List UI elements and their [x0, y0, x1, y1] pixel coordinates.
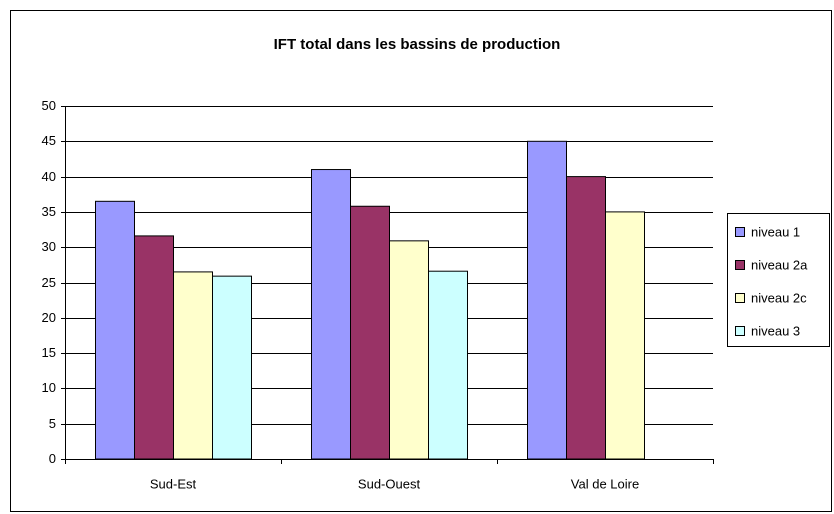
- y-tick-label: 45: [42, 133, 56, 148]
- y-tick-label: 50: [42, 98, 56, 113]
- bar: [527, 140, 567, 460]
- legend-label: niveau 3: [751, 323, 800, 338]
- bar: [134, 235, 174, 460]
- legend-label: niveau 1: [751, 224, 800, 239]
- bar: [605, 211, 645, 460]
- y-tick-label: 30: [42, 239, 56, 254]
- y-tick-label: 0: [49, 451, 56, 466]
- bar: [389, 240, 429, 460]
- legend-label: niveau 2a: [751, 257, 808, 272]
- bar: [173, 271, 213, 460]
- y-tick-label: 15: [42, 345, 56, 360]
- x-tick-label: Sud-Ouest: [358, 476, 421, 491]
- legend-swatch: [735, 227, 745, 237]
- bar: [350, 205, 390, 460]
- y-tick-label: 20: [42, 310, 56, 325]
- y-tick-label: 10: [42, 380, 56, 395]
- y-tick-label: 5: [49, 416, 56, 431]
- bar: [311, 169, 351, 460]
- y-tick-label: 25: [42, 275, 56, 290]
- legend-swatch: [735, 326, 745, 336]
- x-tick-label: Sud-Est: [150, 476, 197, 491]
- legend-label: niveau 2c: [751, 290, 807, 305]
- bar: [95, 200, 135, 460]
- bar: [428, 270, 468, 460]
- bar: [566, 176, 606, 460]
- bar: [212, 275, 252, 460]
- legend-swatch: [735, 293, 745, 303]
- y-tick-label: 40: [42, 169, 56, 184]
- x-tick-label: Val de Loire: [571, 476, 639, 491]
- chart-title: IFT total dans les bassins de production: [274, 36, 561, 53]
- y-tick-label: 35: [42, 204, 56, 219]
- legend-swatch: [735, 260, 745, 270]
